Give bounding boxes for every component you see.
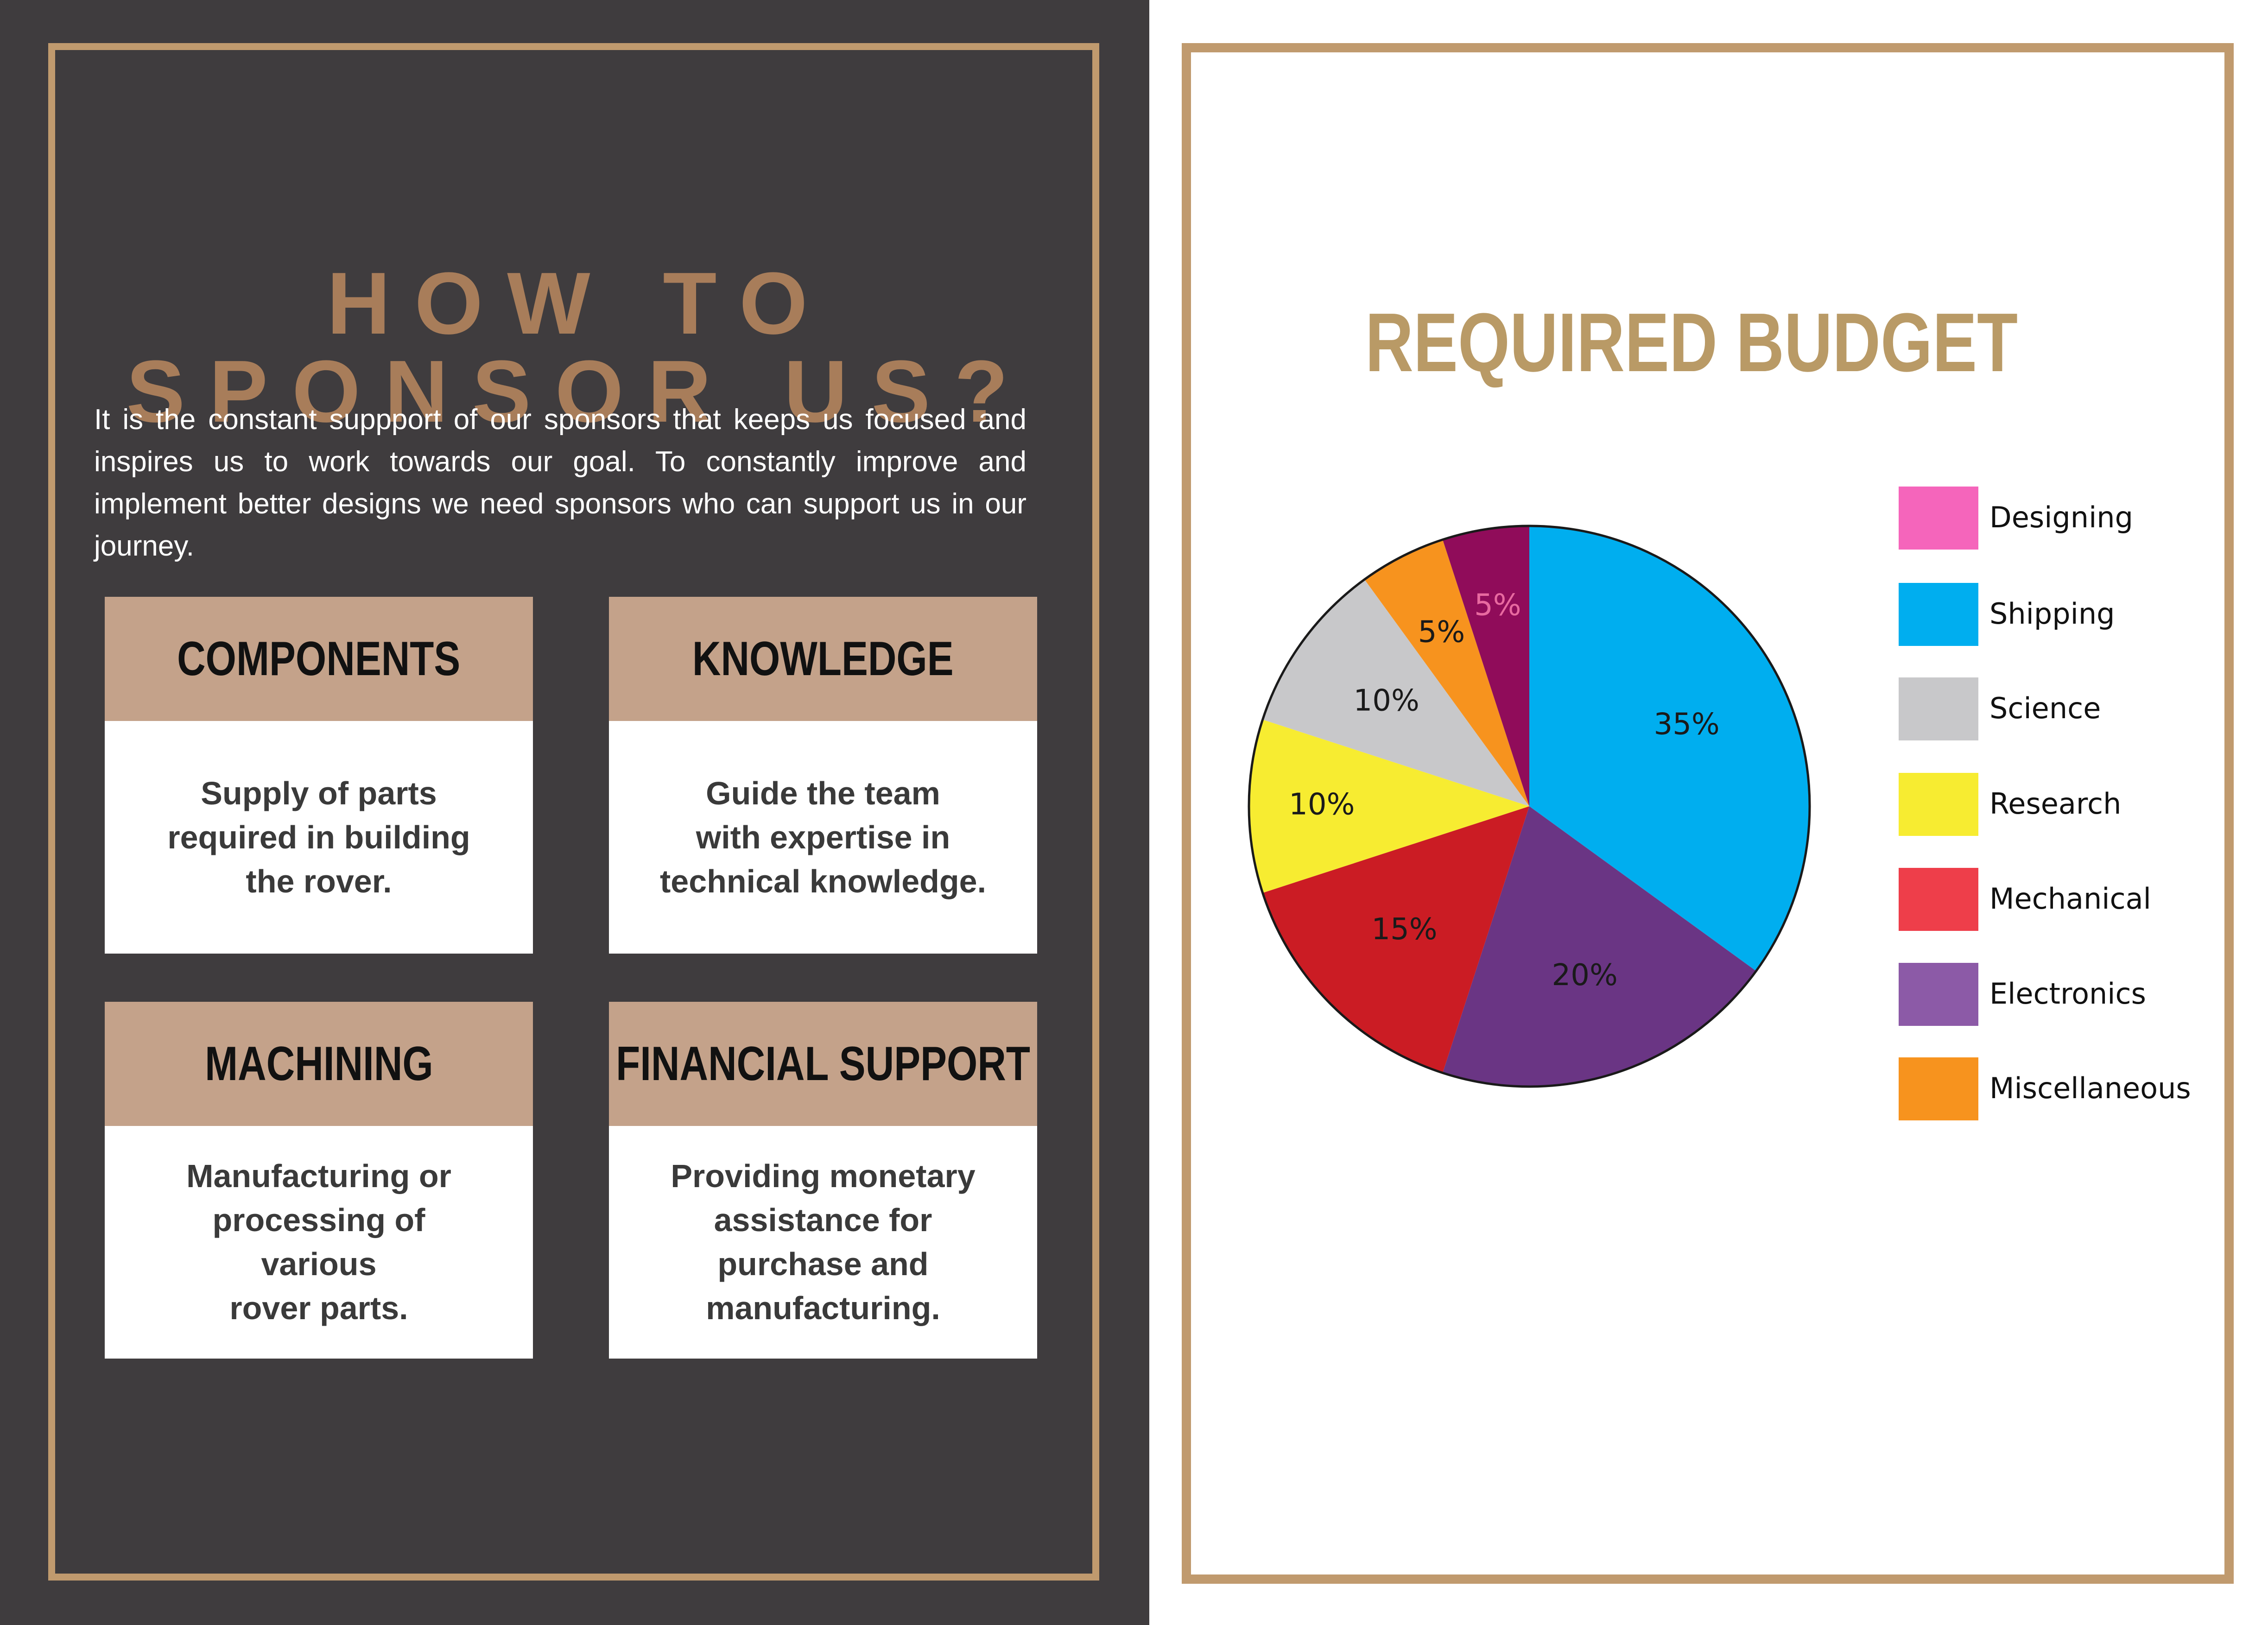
chart-title: REQUIRED BUDGET <box>1365 296 2018 389</box>
pie-slice-shipping <box>1529 526 1810 971</box>
legend-item-miscellaneous: Miscellaneous <box>1899 1057 2223 1122</box>
pie-label-mechanical: 15% <box>1371 912 1437 947</box>
legend-swatch <box>1899 1057 1978 1120</box>
card-body: Guide the team with expertise in technic… <box>609 721 1037 954</box>
pie-label-miscellaneous: 5% <box>1418 615 1465 650</box>
sponsor-intro: It is the constant suppport of our spons… <box>94 404 1026 562</box>
card-text: Providing monetary assistance for purcha… <box>671 1158 976 1326</box>
pie-slice-mechanical <box>1262 806 1529 1073</box>
legend-label: Designing <box>1989 500 2133 534</box>
sponsor-panel-border <box>48 43 1099 1581</box>
card-components: COMPONENTS Supply of parts required in b… <box>105 597 533 954</box>
pie-slice-research <box>1249 720 1529 893</box>
legend-swatch <box>1899 583 1978 646</box>
card-body: Providing monetary assistance for purcha… <box>609 1126 1037 1359</box>
pie-label-research: 10% <box>1289 788 1355 822</box>
card-heading: MACHINING <box>204 1037 433 1091</box>
legend-label: Electronics <box>1989 977 2146 1011</box>
sponsor-panel: HOW TO SPONSOR US? It is the constant su… <box>0 0 1149 1625</box>
legend-item-science: Science <box>1899 677 2223 742</box>
legend-item-designing: Designing <box>1899 487 2223 551</box>
card-knowledge: KNOWLEDGE Guide the team with expertise … <box>609 597 1037 954</box>
legend-swatch <box>1899 773 1978 836</box>
pie-slice-designing <box>1443 526 1529 806</box>
legend-label: Shipping <box>1989 597 2115 631</box>
pie-label-designing: 5% <box>1474 588 1521 622</box>
pie-label-science: 10% <box>1354 684 1419 718</box>
card-text: Manufacturing or processing of various r… <box>186 1158 451 1326</box>
card-heading-bar: KNOWLEDGE <box>609 597 1037 721</box>
pie-label-shipping: 35% <box>1653 708 1719 742</box>
card-body: Manufacturing or processing of various r… <box>105 1126 533 1359</box>
legend-item-mechanical: Mechanical <box>1899 868 2223 933</box>
legend-item-research: Research <box>1899 773 2223 838</box>
legend-label: Research <box>1989 787 2122 821</box>
legend-swatch <box>1899 487 1978 550</box>
legend-label: Science <box>1989 691 2101 725</box>
card-machining: MACHINING Manufacturing or processing of… <box>105 1002 533 1359</box>
legend-swatch <box>1899 963 1978 1026</box>
legend-label: Miscellaneous <box>1989 1071 2191 1105</box>
card-heading-bar: FINANCIAL SUPPORT <box>609 1002 1037 1126</box>
sponsor-title: HOW TO SPONSOR US? <box>126 254 1033 441</box>
card-body: Supply of parts required in building the… <box>105 721 533 954</box>
card-heading: COMPONENTS <box>177 632 461 686</box>
pie-outline <box>1248 525 1811 1088</box>
card-heading-bar: MACHINING <box>105 1002 533 1126</box>
legend-item-electronics: Electronics <box>1899 963 2223 1028</box>
legend-label: Mechanical <box>1989 882 2151 916</box>
legend-item-shipping: Shipping <box>1899 583 2223 648</box>
card-heading-bar: COMPONENTS <box>105 597 533 721</box>
pie-slice-electronics <box>1443 806 1756 1087</box>
card-heading: KNOWLEDGE <box>692 632 954 686</box>
card-heading: FINANCIAL SUPPORT <box>616 1037 1030 1091</box>
card-text: Supply of parts required in building the… <box>167 775 470 899</box>
legend-swatch <box>1899 677 1978 740</box>
card-text: Guide the team with expertise in technic… <box>659 775 987 899</box>
pie-label-electronics: 20% <box>1552 958 1618 993</box>
pie-chart: 35% 20% 15% 10% 10% 5% 5% <box>1248 525 1811 1088</box>
pie-slice-miscellaneous <box>1364 539 1529 806</box>
legend-swatch <box>1899 868 1978 931</box>
card-financial-support: FINANCIAL SUPPORT Providing monetary ass… <box>609 1002 1037 1359</box>
pie-slice-science <box>1262 579 1529 806</box>
